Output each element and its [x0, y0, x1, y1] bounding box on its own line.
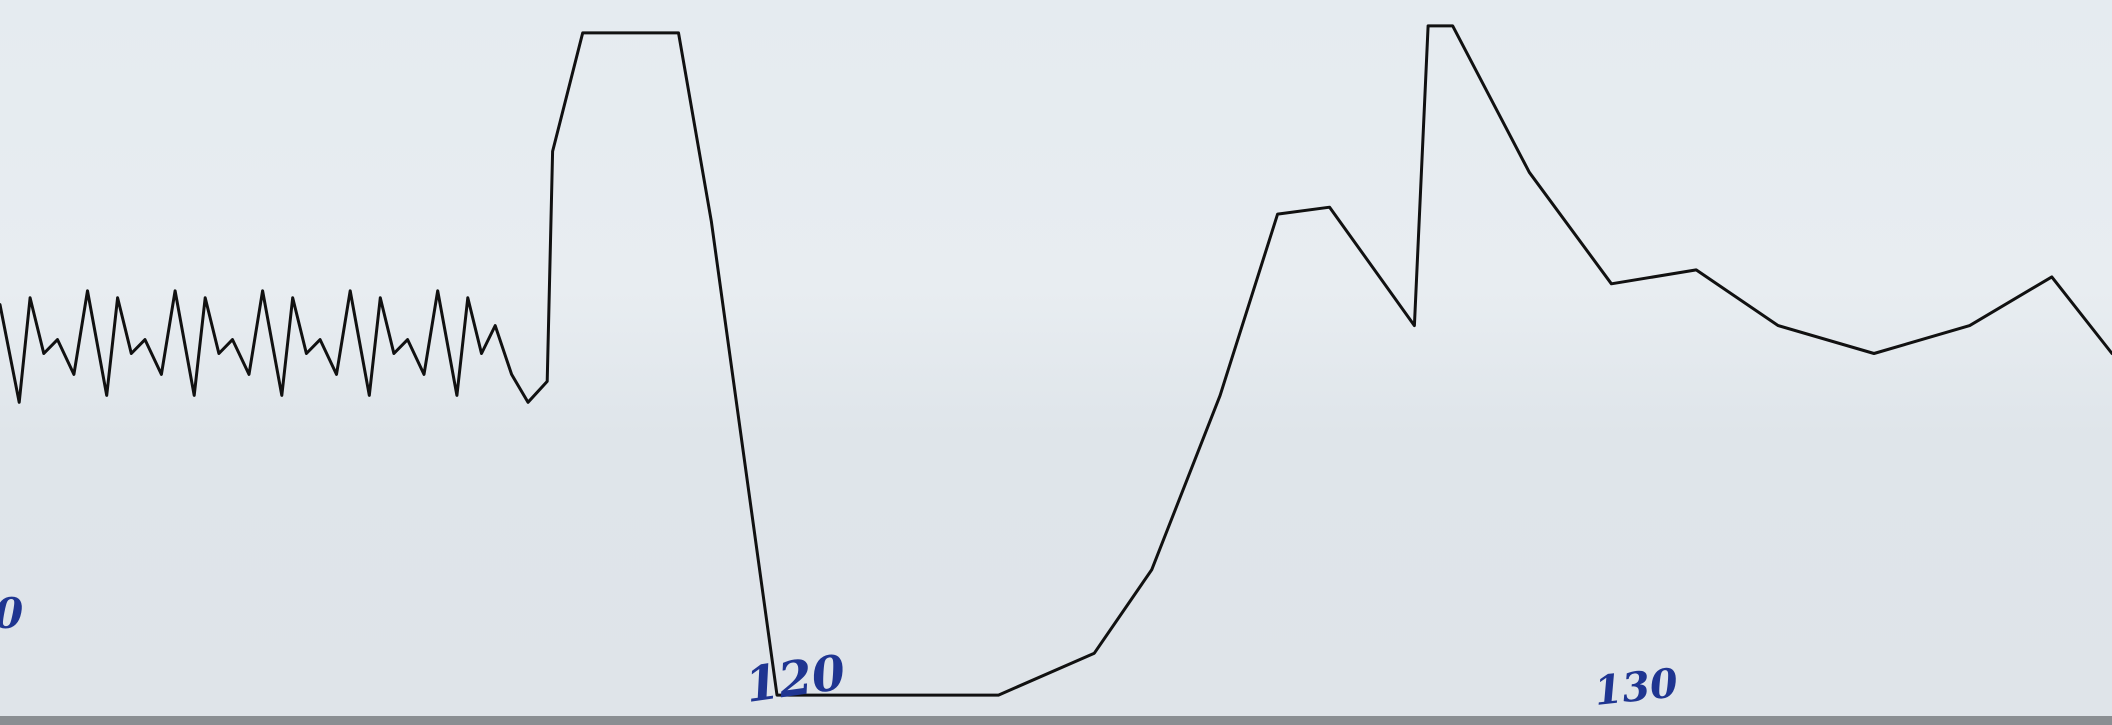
trace-line: [0, 24, 2112, 697]
trace-layer: [0, 24, 2112, 697]
paper-bottom-edge: [0, 716, 2112, 725]
handwritten-mark-120: 120: [742, 644, 849, 713]
handwritten-mark-130: 130: [1592, 659, 1680, 714]
handwritten-mark-partial: 0: [0, 589, 23, 638]
